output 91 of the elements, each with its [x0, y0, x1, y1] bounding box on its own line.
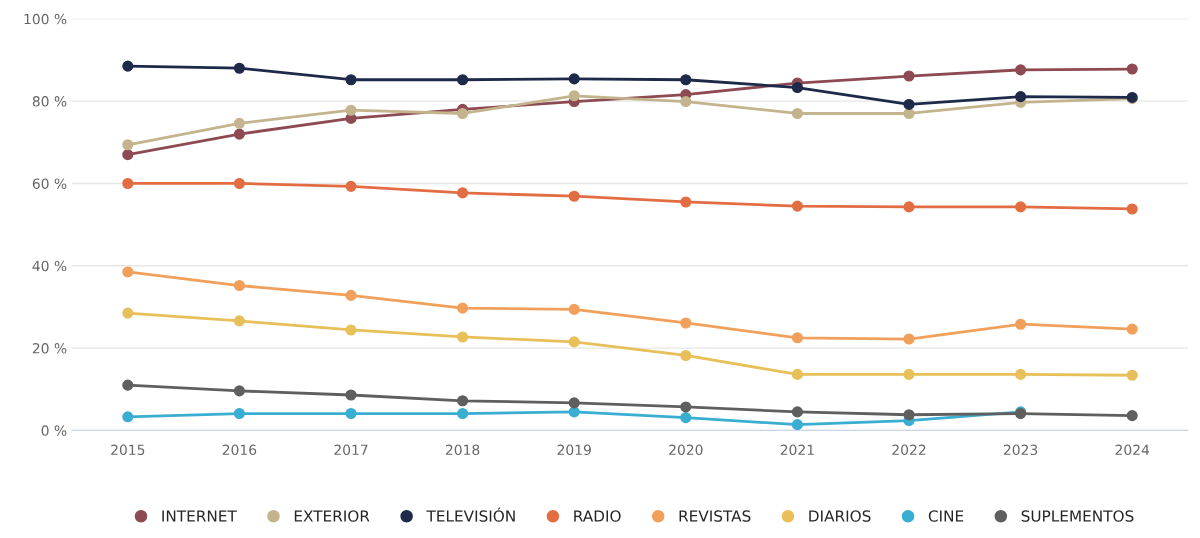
- point: [1126, 410, 1138, 422]
- point: [680, 401, 692, 413]
- point: [345, 104, 357, 116]
- point: [233, 407, 245, 420]
- x-tick-label: 2022: [892, 444, 926, 456]
- point: [1126, 323, 1138, 335]
- point: [233, 128, 245, 140]
- y-tick-label: 40 %: [32, 260, 67, 272]
- legend-label: INTERNET: [162, 510, 237, 522]
- point: [903, 409, 915, 421]
- point: [457, 407, 469, 420]
- point: [1126, 63, 1138, 75]
- point: [345, 74, 357, 86]
- point: [680, 196, 692, 208]
- point: [457, 187, 469, 199]
- point: [345, 389, 357, 401]
- point: [791, 368, 803, 380]
- point: [791, 332, 803, 344]
- point: [568, 303, 580, 315]
- point: [233, 177, 245, 190]
- x-tick-label: 2019: [557, 444, 591, 456]
- point: [122, 60, 134, 72]
- point: [233, 279, 245, 292]
- point: [568, 73, 580, 85]
- point: [903, 70, 915, 82]
- x-tick-label: 2024: [1115, 444, 1150, 456]
- point: [680, 412, 692, 424]
- point: [903, 368, 915, 380]
- y-tick-label: 20 %: [32, 343, 67, 354]
- point: [457, 107, 469, 120]
- point: [1126, 203, 1138, 215]
- point: [568, 90, 580, 102]
- x-tick-label: 2017: [334, 444, 368, 456]
- point: [345, 180, 357, 192]
- point: [1015, 368, 1027, 380]
- point: [680, 317, 692, 329]
- point: [345, 324, 357, 336]
- point: [122, 379, 134, 391]
- point: [791, 419, 803, 431]
- point: [233, 385, 245, 397]
- point: [1015, 318, 1027, 330]
- point: [122, 307, 134, 319]
- point: [903, 201, 915, 213]
- point: [1015, 64, 1027, 76]
- point: [568, 190, 580, 202]
- point: [122, 149, 134, 161]
- point: [345, 407, 357, 420]
- point: [233, 117, 245, 129]
- point: [233, 62, 245, 74]
- point: [345, 289, 357, 301]
- legend-label: SUPLEMENTOS: [1021, 510, 1134, 522]
- point: [457, 395, 469, 407]
- point: [457, 331, 469, 343]
- point: [680, 349, 692, 362]
- point: [568, 336, 580, 348]
- legend-label: REVISTAS: [679, 510, 751, 522]
- point: [457, 302, 469, 314]
- legend-label: TELEVISIÓN: [426, 507, 515, 522]
- y-tick-label: 80 %: [32, 96, 67, 107]
- point: [122, 139, 134, 151]
- point: [791, 406, 803, 418]
- y-tick-label: 0 %: [41, 425, 67, 436]
- point: [122, 266, 134, 278]
- point: [122, 411, 134, 423]
- point: [568, 397, 580, 409]
- point: [233, 315, 245, 327]
- y-tick-label: 100 %: [24, 13, 67, 25]
- point: [791, 200, 803, 212]
- point: [457, 74, 469, 86]
- point: [791, 82, 803, 94]
- legend-label: DIARIOS: [809, 510, 871, 522]
- point: [1015, 91, 1027, 103]
- x-tick-label: 2018: [445, 444, 480, 456]
- point: [903, 107, 915, 120]
- point: [903, 333, 915, 345]
- point: [1126, 369, 1138, 381]
- x-tick-label: 2020: [669, 444, 703, 456]
- point: [680, 95, 692, 108]
- x-tick-label: 2021: [780, 444, 814, 456]
- x-tick-label: 2023: [1003, 444, 1038, 456]
- point: [903, 98, 915, 110]
- legend-label: EXTERIOR: [294, 510, 370, 522]
- point: [1015, 201, 1027, 213]
- legend-label: CINE: [928, 510, 964, 522]
- point: [791, 107, 803, 120]
- point: [680, 74, 692, 86]
- legend-label: RADIO: [574, 510, 621, 522]
- x-tick-label: 2016: [222, 444, 257, 456]
- point: [122, 177, 134, 190]
- y-tick-label: 60 %: [32, 178, 67, 189]
- x-tick-label: 2015: [111, 444, 145, 456]
